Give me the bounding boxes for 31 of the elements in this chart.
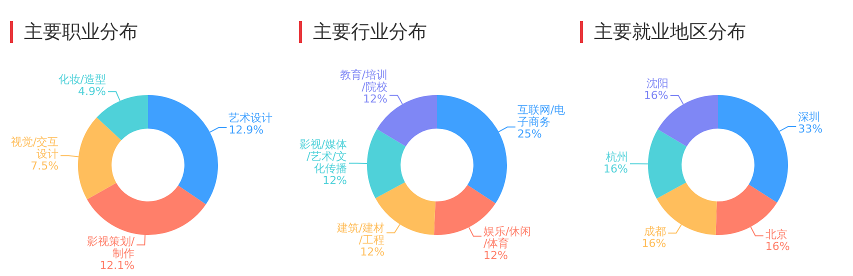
data-label: 16%	[644, 89, 668, 102]
slice-label: 影视策划/制作	[86, 234, 135, 260]
chart-title: 主要行业分布	[313, 20, 427, 44]
slice-label: 娱乐/休闲/体育	[483, 225, 532, 250]
data-label: 12%	[360, 245, 385, 258]
data-label: 12%	[483, 249, 508, 262]
slice-label: 深圳	[798, 110, 820, 124]
slice-label: 建筑/建材/工程	[336, 221, 385, 246]
slice-label: 北京	[765, 228, 788, 241]
slice-label: 沈阳	[646, 77, 668, 90]
slice-label: 互联网/电子商务	[517, 104, 566, 129]
data-label: 16%	[642, 237, 666, 250]
slice-label: 艺术设计	[228, 112, 273, 125]
data-label: 16%	[765, 240, 790, 253]
chart-title: 主要就业地区分布	[594, 20, 746, 44]
slice-label: 影视/媒体/艺术/文化传播	[299, 138, 348, 175]
slice-label: 成都	[644, 225, 666, 238]
data-label: 4.9%	[78, 85, 106, 98]
data-label: 33%	[798, 122, 823, 136]
data-label: 12.1%	[100, 258, 135, 272]
data-label: 12%	[322, 174, 348, 187]
data-label: 16%	[604, 162, 628, 176]
slice-label: 化妆/造型	[58, 73, 106, 86]
chart-title: 主要职业分布	[24, 20, 138, 44]
data-label: 25%	[517, 128, 542, 141]
data-label: 7.5%	[30, 159, 59, 172]
slice-label: 杭州	[605, 150, 628, 164]
data-label: 12%	[363, 92, 388, 106]
slice-label: 视觉/交互设计	[10, 135, 59, 160]
slice-label: 教育/培训/院校	[340, 68, 388, 94]
data-label: 12.9%	[228, 124, 264, 137]
